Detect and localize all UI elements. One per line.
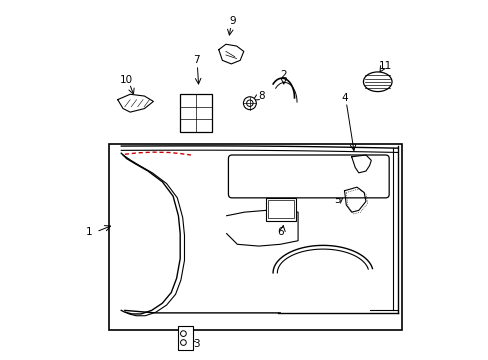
Text: 6: 6 — [276, 227, 283, 237]
Bar — [180, 94, 212, 132]
Text: 11: 11 — [378, 61, 391, 71]
Circle shape — [180, 340, 186, 345]
Bar — [265, 198, 296, 221]
Text: 1: 1 — [85, 227, 92, 237]
Text: 7: 7 — [193, 55, 199, 65]
FancyBboxPatch shape — [228, 155, 388, 198]
Circle shape — [243, 97, 256, 110]
Circle shape — [246, 100, 253, 107]
Circle shape — [180, 331, 186, 337]
Bar — [177, 327, 193, 350]
Text: 3: 3 — [193, 339, 199, 348]
Text: 8: 8 — [258, 91, 264, 101]
Text: 4: 4 — [341, 93, 347, 103]
Polygon shape — [118, 94, 153, 112]
Ellipse shape — [363, 72, 391, 91]
Text: 10: 10 — [120, 75, 133, 85]
Text: 5: 5 — [333, 195, 340, 204]
Text: 9: 9 — [229, 16, 236, 26]
Bar — [268, 201, 294, 218]
Bar — [108, 144, 401, 330]
Text: 2: 2 — [280, 69, 286, 80]
